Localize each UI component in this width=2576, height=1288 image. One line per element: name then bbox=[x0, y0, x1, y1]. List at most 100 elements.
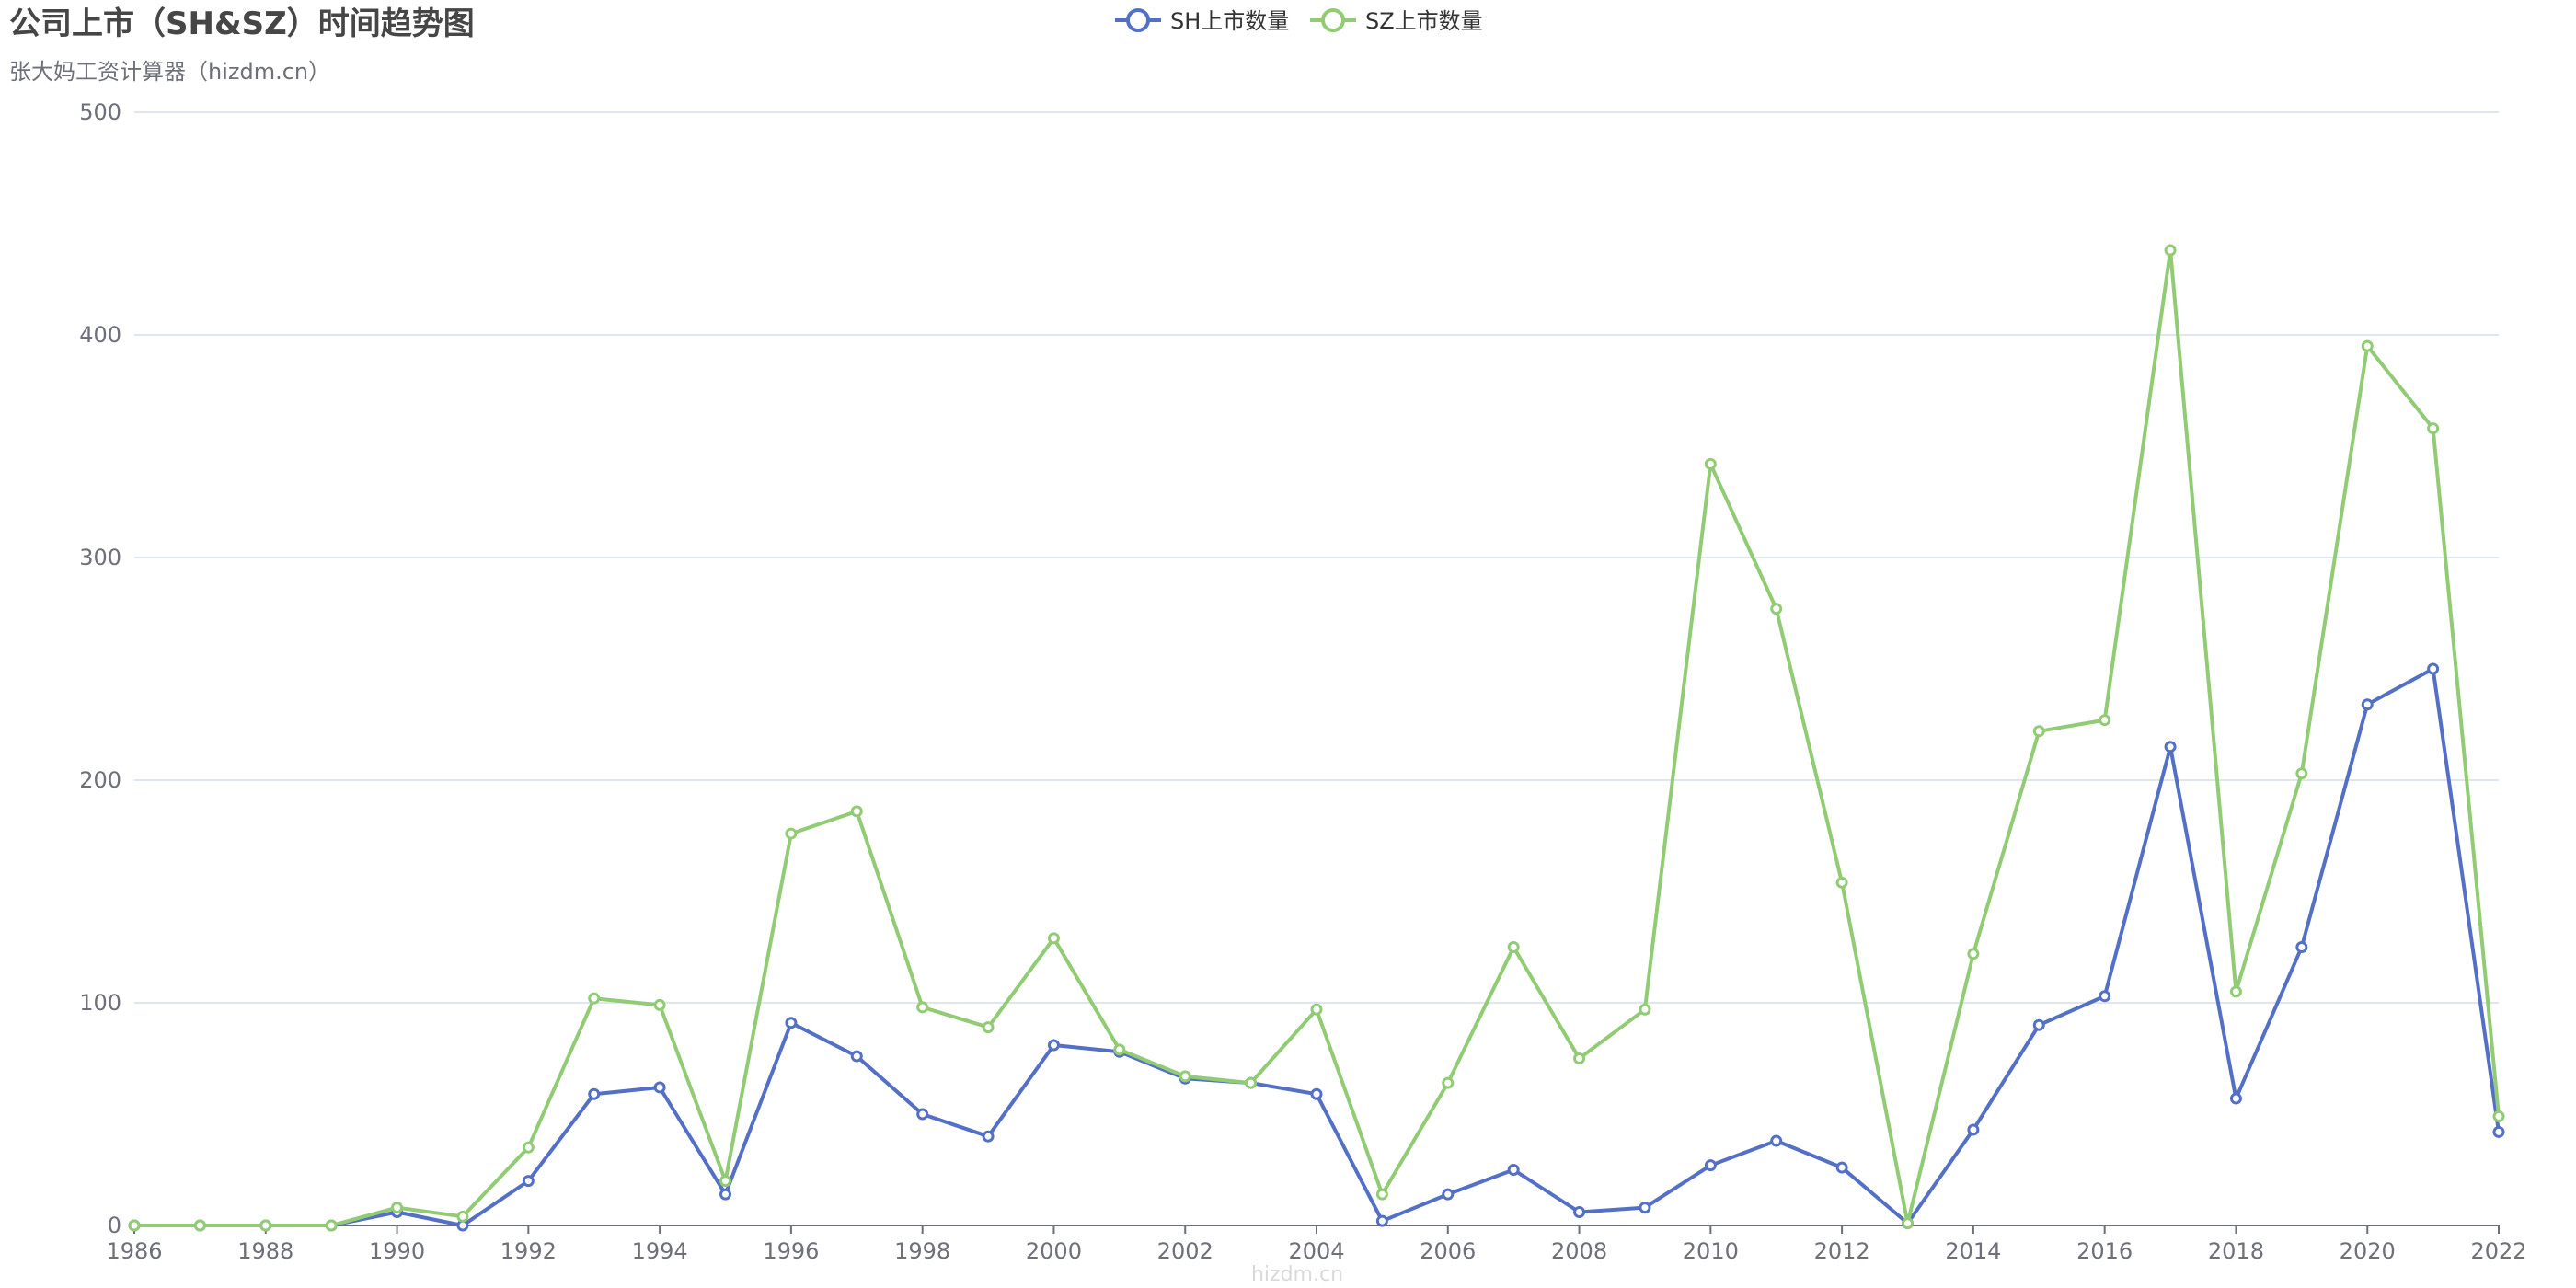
data-point[interactable] bbox=[1835, 1161, 1848, 1174]
data-point[interactable] bbox=[916, 1108, 929, 1121]
data-point[interactable] bbox=[1047, 1039, 1060, 1052]
x-tick-label: 2020 bbox=[2340, 1238, 2396, 1264]
legend-label: SH上市数量 bbox=[1170, 8, 1289, 34]
data-point[interactable] bbox=[1179, 1070, 1191, 1083]
x-tick-label: 1988 bbox=[237, 1238, 293, 1264]
series-layer bbox=[128, 244, 2505, 1232]
data-point[interactable] bbox=[128, 1219, 141, 1232]
data-point[interactable] bbox=[456, 1210, 469, 1223]
x-tick-label: 2004 bbox=[1288, 1238, 1344, 1264]
series-line bbox=[134, 667, 2501, 1227]
x-tick-label: 2018 bbox=[2208, 1238, 2264, 1264]
data-point[interactable] bbox=[1639, 1003, 1651, 1016]
data-point[interactable] bbox=[2099, 990, 2111, 1003]
data-point[interactable] bbox=[653, 1081, 666, 1094]
data-point[interactable] bbox=[1573, 1052, 1586, 1064]
data-point[interactable] bbox=[2295, 767, 2308, 780]
data-point[interactable] bbox=[916, 1001, 929, 1014]
x-tick-label: 2016 bbox=[2076, 1238, 2133, 1264]
x-tick-label: 2000 bbox=[1026, 1238, 1082, 1264]
data-point[interactable] bbox=[1835, 876, 1848, 889]
data-point[interactable] bbox=[2164, 741, 2177, 753]
x-tick-label: 2006 bbox=[1420, 1238, 1476, 1264]
x-tick-label: 1998 bbox=[894, 1238, 950, 1264]
grid-lines bbox=[134, 111, 2499, 1004]
legend-item-sz[interactable]: SZ上市数量 bbox=[1310, 8, 1483, 34]
y-tick-label: 500 bbox=[79, 99, 121, 125]
data-point[interactable] bbox=[719, 1175, 731, 1188]
data-point[interactable] bbox=[1375, 1188, 1388, 1201]
data-point[interactable] bbox=[2492, 1110, 2505, 1122]
data-point[interactable] bbox=[1704, 1159, 1717, 1172]
x-tick-label: 2002 bbox=[1157, 1238, 1213, 1264]
x-tick-label: 2022 bbox=[2470, 1238, 2526, 1264]
chart-subtitle: 张大妈工资计算器（hizdm.cn） bbox=[9, 59, 330, 85]
data-point[interactable] bbox=[1310, 1087, 1323, 1100]
legend-marker-icon bbox=[1321, 8, 1345, 32]
series-sz bbox=[128, 244, 2505, 1232]
y-tick-label: 100 bbox=[79, 990, 121, 1016]
data-point[interactable] bbox=[522, 1175, 535, 1188]
data-point[interactable] bbox=[588, 1087, 601, 1100]
x-tick-label: 2008 bbox=[1551, 1238, 1607, 1264]
y-tick-label: 400 bbox=[79, 322, 121, 348]
data-point[interactable] bbox=[2099, 714, 2111, 727]
data-point[interactable] bbox=[259, 1219, 272, 1232]
data-point[interactable] bbox=[982, 1130, 995, 1143]
data-point[interactable] bbox=[2229, 985, 2242, 998]
x-tick-label: 2014 bbox=[1945, 1238, 2001, 1264]
data-point[interactable] bbox=[325, 1219, 338, 1232]
x-tick-label: 1994 bbox=[632, 1238, 688, 1264]
data-point[interactable] bbox=[1639, 1202, 1651, 1214]
data-point[interactable] bbox=[850, 1050, 863, 1063]
y-tick-label: 300 bbox=[79, 545, 121, 570]
legend-label: SZ上市数量 bbox=[1365, 8, 1483, 34]
data-point[interactable] bbox=[2492, 1125, 2505, 1138]
legend-item-sh[interactable]: SH上市数量 bbox=[1115, 8, 1289, 34]
data-point[interactable] bbox=[653, 998, 666, 1011]
data-point[interactable] bbox=[719, 1188, 731, 1201]
data-point[interactable] bbox=[1375, 1214, 1388, 1227]
x-tick-label: 1986 bbox=[106, 1238, 162, 1264]
data-point[interactable] bbox=[1507, 941, 1520, 953]
data-point[interactable] bbox=[2427, 662, 2440, 675]
data-point[interactable] bbox=[2361, 698, 2374, 711]
data-point[interactable] bbox=[391, 1202, 404, 1214]
legend-marker-icon bbox=[1126, 8, 1150, 32]
data-point[interactable] bbox=[193, 1219, 206, 1232]
data-point[interactable] bbox=[1047, 932, 1060, 945]
data-point[interactable] bbox=[2295, 941, 2308, 953]
x-tick-label: 1996 bbox=[763, 1238, 819, 1264]
data-point[interactable] bbox=[2427, 422, 2440, 435]
data-point[interactable] bbox=[2229, 1092, 2242, 1105]
data-point[interactable] bbox=[1704, 457, 1717, 470]
data-point[interactable] bbox=[1442, 1076, 1455, 1089]
data-point[interactable] bbox=[1967, 948, 1980, 960]
data-point[interactable] bbox=[588, 992, 601, 1005]
data-point[interactable] bbox=[1770, 603, 1783, 615]
data-point[interactable] bbox=[785, 1017, 798, 1029]
data-point[interactable] bbox=[2032, 1018, 2045, 1031]
data-point[interactable] bbox=[1573, 1205, 1586, 1218]
x-axis: 1986 1988 1990 1992 1994 1996 1998 2000 2002 2004… bbox=[106, 1225, 2527, 1264]
data-point[interactable] bbox=[982, 1021, 995, 1034]
legend[interactable]: SH上市数量 SZ上市数量 bbox=[1115, 8, 1483, 34]
data-point[interactable] bbox=[1113, 1043, 1126, 1056]
data-point[interactable] bbox=[522, 1141, 535, 1154]
data-point[interactable] bbox=[850, 805, 863, 818]
y-tick-label: 200 bbox=[79, 767, 121, 793]
data-point[interactable] bbox=[1902, 1217, 1914, 1230]
data-point[interactable] bbox=[1770, 1134, 1783, 1147]
data-point[interactable] bbox=[1245, 1076, 1258, 1089]
data-point[interactable] bbox=[1967, 1123, 1980, 1136]
data-point[interactable] bbox=[2032, 725, 2045, 738]
data-point[interactable] bbox=[2361, 339, 2374, 352]
x-tick-label: 2012 bbox=[1814, 1238, 1870, 1264]
data-point[interactable] bbox=[1442, 1188, 1455, 1201]
data-point[interactable] bbox=[1507, 1164, 1520, 1176]
data-point[interactable] bbox=[2164, 244, 2177, 257]
data-point[interactable] bbox=[1310, 1003, 1323, 1016]
x-tick-label: 2010 bbox=[1683, 1238, 1739, 1264]
data-point[interactable] bbox=[785, 827, 798, 840]
